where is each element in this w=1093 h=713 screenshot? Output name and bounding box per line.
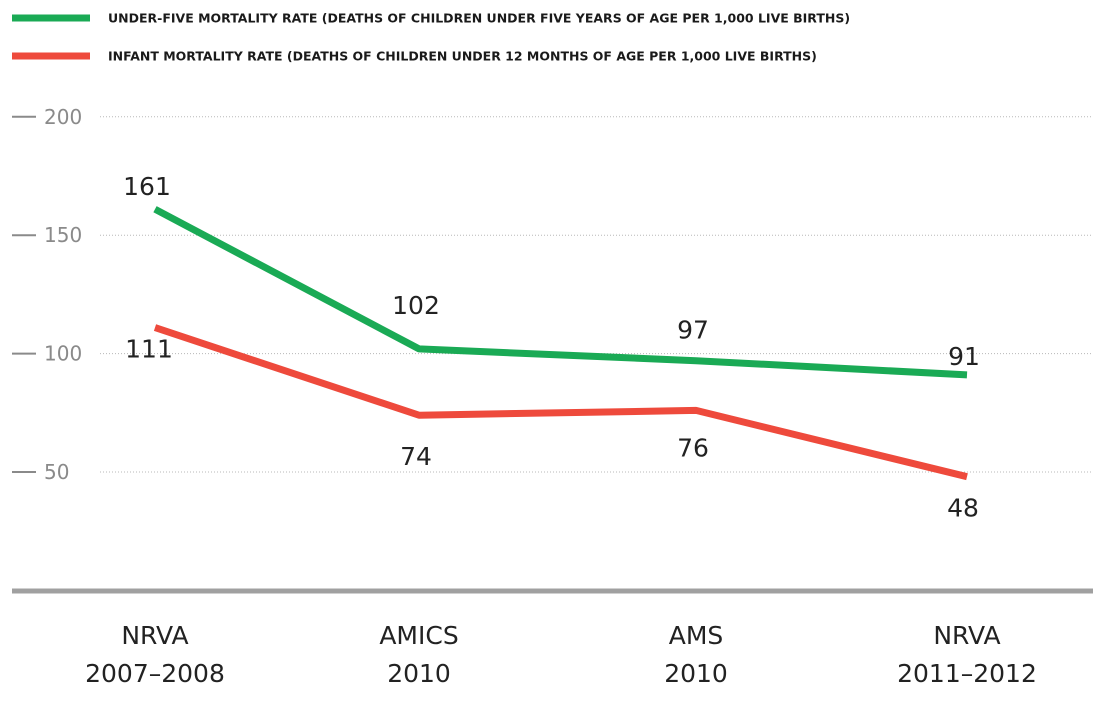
data-label-infant-1: 111 <box>125 335 173 364</box>
legend-label-1: UNDER-FIVE MORTALITY RATE (DEATHS OF CHI… <box>108 11 850 26</box>
y-tick-label-200: 200 <box>44 105 82 129</box>
x-category-2-line-1: AMICS <box>379 621 458 650</box>
data-label-infant-3: 76 <box>677 433 709 462</box>
data-label-under-five-4: 91 <box>948 342 980 371</box>
series-lines <box>153 206 968 481</box>
legend: UNDER-FIVE MORTALITY RATE (DEATHS OF CHI… <box>12 11 850 64</box>
y-tick-label-150: 150 <box>44 223 82 247</box>
legend-label-2: INFANT MORTALITY RATE (DEATHS OF CHILDRE… <box>108 49 817 64</box>
y-tick-label-100: 100 <box>44 342 82 366</box>
y-tick-label-50: 50 <box>44 460 69 484</box>
x-category-1-line-2: 2007–2008 <box>85 659 225 688</box>
data-label-under-five-1: 161 <box>123 172 171 201</box>
data-labels: 161 102 97 91 111 74 76 48 <box>123 172 980 523</box>
x-category-1-line-1: NRVA <box>121 621 188 650</box>
data-label-under-five-2: 102 <box>392 291 440 320</box>
data-label-infant-2: 74 <box>400 442 432 471</box>
x-category-3-line-2: 2010 <box>664 659 728 688</box>
series-line-1 <box>153 206 968 379</box>
grid <box>100 116 1093 473</box>
x-category-2-line-2: 2010 <box>387 659 451 688</box>
series-line-2 <box>153 324 968 481</box>
x-category-4-line-2: 2011–2012 <box>897 659 1037 688</box>
y-axis: 200 150 100 50 <box>12 105 82 484</box>
data-label-under-five-3: 97 <box>677 316 709 345</box>
x-category-3-line-1: AMS <box>669 621 724 650</box>
x-axis-categories: NRVA 2007–2008 AMICS 2010 AMS 2010 NRVA 2011–20… <box>85 621 1037 688</box>
data-label-infant-4: 48 <box>947 494 979 523</box>
x-category-4-line-1: NRVA <box>933 621 1000 650</box>
